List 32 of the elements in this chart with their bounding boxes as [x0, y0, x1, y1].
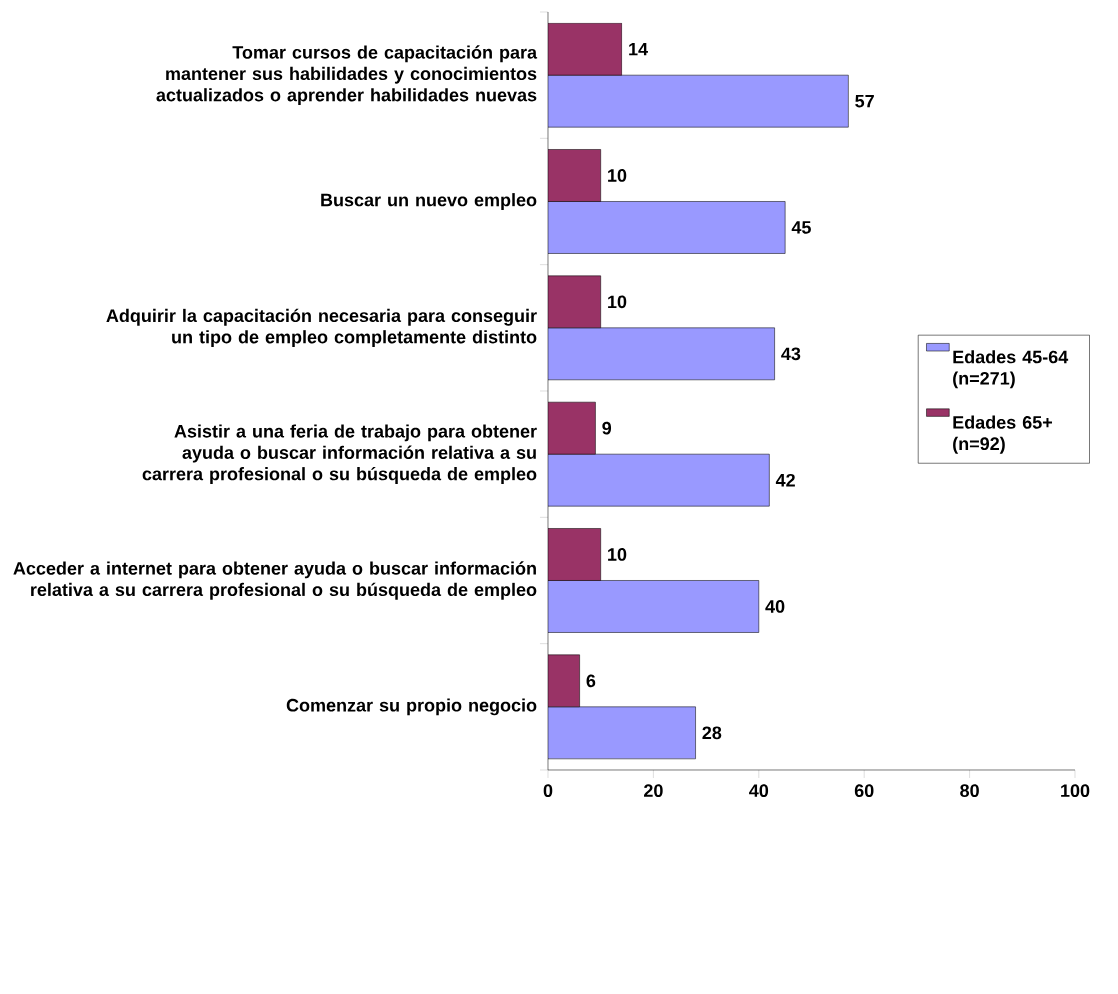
data-label: 9: [602, 421, 612, 435]
x-tick-label: 60: [854, 784, 874, 797]
data-label: 6: [586, 674, 596, 688]
legend-label: Edades 45-64 (n=271): [953, 350, 1069, 389]
y-tick-label: Buscar un nuevo empleo: [321, 193, 537, 210]
x-tick-label: 20: [644, 784, 663, 797]
data-label: 43: [781, 347, 801, 361]
bar: [548, 74, 849, 128]
y-tick-label: Asistir a una feria de trabajo para obtener ayuda o buscar información relativa a su carrera profesional o su búsqueda de empleo: [142, 424, 537, 484]
bar: [548, 327, 775, 381]
data-label: 14: [629, 42, 648, 56]
data-label: 10: [608, 295, 627, 309]
y-tick-label: Comenzar su propio negocio: [286, 698, 537, 716]
y-tick-label: Adquirir la capacitación necesaria para conseguir un tipo de empleo completamente distinto: [106, 308, 537, 347]
data-label: 57: [855, 94, 874, 108]
x-tick-label: 80: [960, 784, 979, 797]
data-label: 42: [775, 473, 795, 487]
bar: [548, 201, 786, 254]
x-tick-label: 100: [1061, 784, 1090, 797]
data-label: 10: [608, 169, 627, 182]
bar: [548, 453, 770, 507]
data-label: 45: [791, 221, 811, 234]
data-label: 28: [702, 726, 722, 740]
bar: [548, 706, 696, 760]
bar: [548, 580, 760, 633]
x-tick-label: 40: [749, 784, 769, 797]
data-label: 40: [765, 600, 785, 613]
x-tick-label: 0: [543, 784, 553, 797]
data-label: 10: [608, 548, 627, 561]
y-tick-label: Tomar cursos de capacitación para mantener sus habilidades y conocimientos actualizados o aprender habilidades nuevas: [156, 45, 538, 105]
y-tick-label: Acceder a internet para obtener ayuda o buscar información relativa a su carrera profesional o su búsqueda de empleo: [13, 561, 537, 600]
legend-label: Edades 65+ (n=92): [953, 415, 1052, 454]
